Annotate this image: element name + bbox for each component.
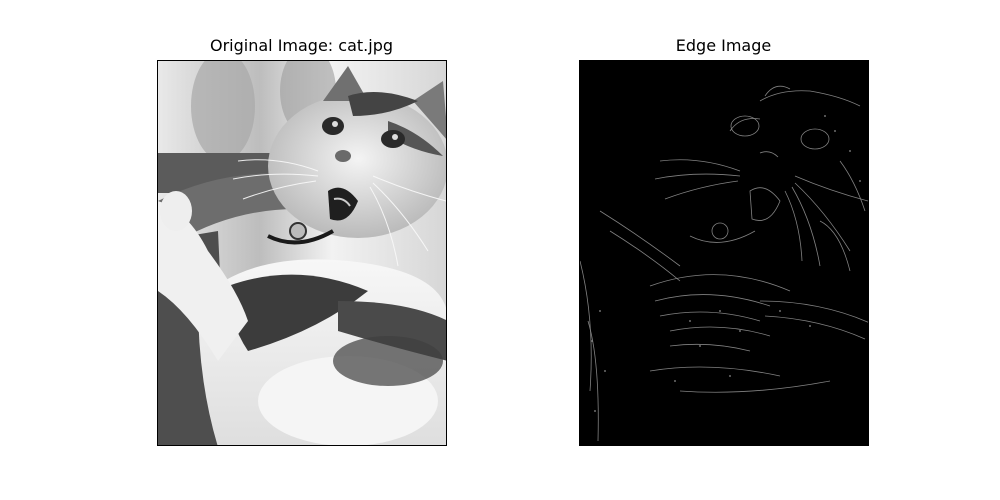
edge-image-frame: [579, 60, 869, 446]
original-image-frame: [157, 60, 447, 446]
original-image: [158, 61, 446, 445]
edge-image: [580, 61, 868, 445]
original-image-title: Original Image: cat.jpg: [210, 36, 393, 55]
edge-image-title: Edge Image: [675, 36, 772, 55]
